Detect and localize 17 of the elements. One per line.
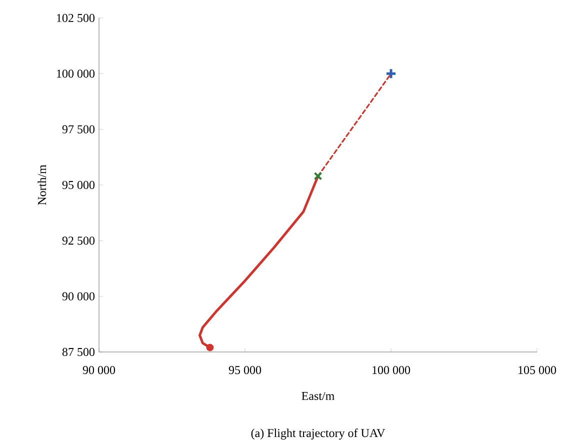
point (206, 344, 214, 352)
x-tick-label: 100 000 (372, 366, 410, 374)
x-tick-label: 105 000 (518, 366, 556, 374)
text: (a) Flight trajectory of UAV (251, 428, 386, 440)
y-tick-label: 97 500 (62, 125, 95, 134)
y-tick-label: 95 000 (62, 180, 95, 190)
y-tick-label: 90 000 (62, 292, 95, 300)
y-tick-label: 87 500 (62, 348, 95, 356)
y-tick-label: 102 500 (57, 14, 95, 22)
point (385, 68, 397, 80)
y-tick-label: 92 500 (62, 236, 95, 245)
x-axis-title: East/m (302, 392, 334, 400)
x-tick-label: 90 000 (82, 366, 116, 374)
x-tick-label: 95 000 (228, 366, 262, 374)
y-axis-title: North/m (38, 164, 46, 205)
point (314, 172, 322, 180)
y-tick-label: 100 000 (57, 70, 95, 78)
